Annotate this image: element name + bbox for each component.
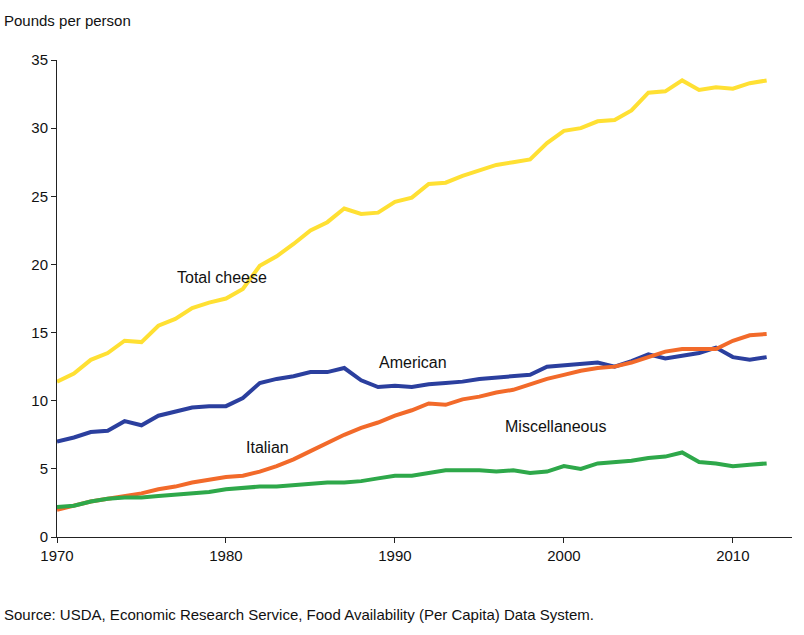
svg-text:25: 25	[31, 188, 48, 205]
svg-text:15: 15	[31, 324, 48, 341]
svg-text:1970: 1970	[40, 547, 73, 564]
svg-text:20: 20	[31, 256, 48, 273]
svg-text:0: 0	[40, 528, 48, 545]
svg-text:Source: USDA, Economic Researc: Source: USDA, Economic Research Service,…	[4, 606, 594, 623]
svg-text:Miscellaneous: Miscellaneous	[505, 418, 606, 435]
svg-text:1990: 1990	[378, 547, 411, 564]
svg-text:2010: 2010	[716, 547, 749, 564]
svg-text:2000: 2000	[547, 547, 580, 564]
svg-text:1980: 1980	[209, 547, 242, 564]
svg-text:35: 35	[31, 51, 48, 68]
svg-text:10: 10	[31, 392, 48, 409]
svg-text:30: 30	[31, 119, 48, 136]
svg-text:American: American	[379, 354, 447, 371]
svg-text:Total cheese: Total cheese	[177, 269, 267, 286]
svg-text:Italian: Italian	[246, 439, 289, 456]
svg-text:Pounds per person: Pounds per person	[4, 12, 131, 29]
svg-text:5: 5	[40, 460, 48, 477]
